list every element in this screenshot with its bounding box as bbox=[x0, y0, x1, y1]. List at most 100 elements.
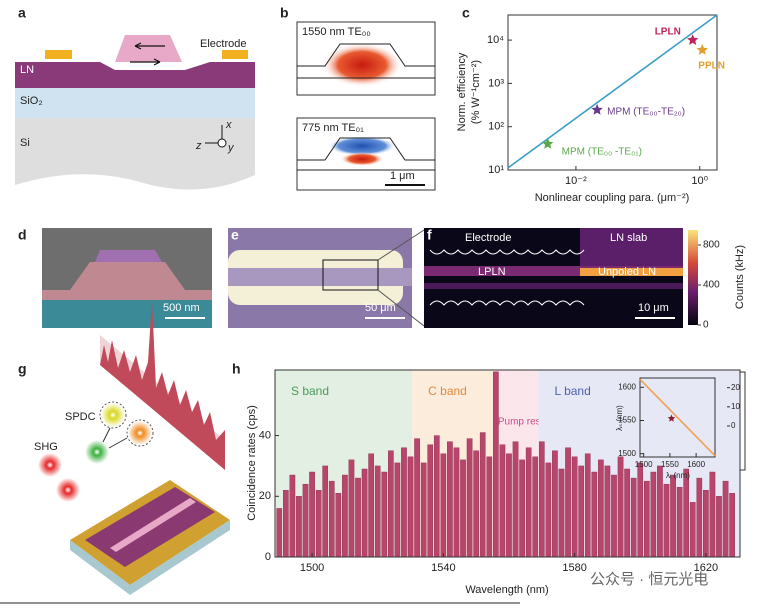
bar bbox=[447, 441, 453, 558]
label: Electrode bbox=[200, 38, 246, 50]
label: Electrode bbox=[465, 232, 511, 244]
spectrum bbox=[100, 300, 225, 470]
y-axis-label: (% W⁻¹cm⁻²) bbox=[470, 60, 482, 124]
bar bbox=[407, 456, 414, 558]
bar bbox=[322, 465, 329, 558]
label: LN slab bbox=[610, 232, 647, 244]
bar bbox=[650, 471, 657, 558]
bar bbox=[401, 447, 407, 558]
point-label: LPLN bbox=[655, 27, 681, 38]
bar bbox=[558, 468, 565, 558]
x-tick-label: 1600 bbox=[687, 460, 705, 469]
watermark: 公众号 · 恒元光电 bbox=[590, 571, 708, 588]
panel-label: g bbox=[18, 361, 27, 377]
sio2-layer bbox=[15, 88, 255, 118]
plot-frame bbox=[507, 14, 718, 171]
x-tick-label: 1500 bbox=[300, 562, 324, 574]
bar bbox=[473, 450, 479, 558]
bar bbox=[283, 490, 289, 558]
x-tick-label: 1540 bbox=[431, 562, 455, 574]
colorbar-label: Counts (kHz) bbox=[734, 245, 746, 309]
bar bbox=[335, 493, 342, 558]
bar bbox=[276, 508, 283, 558]
scan-region bbox=[424, 283, 683, 289]
bar bbox=[348, 459, 355, 558]
waveguide bbox=[297, 43, 435, 79]
bar bbox=[388, 450, 394, 558]
bar bbox=[611, 474, 617, 558]
bar bbox=[538, 441, 545, 558]
bar bbox=[729, 493, 735, 558]
bar bbox=[355, 477, 361, 558]
zoom-lines bbox=[377, 229, 425, 327]
colorbar-tick-label: 20 bbox=[731, 383, 740, 392]
ridge bbox=[115, 35, 182, 62]
bar bbox=[427, 444, 434, 558]
panel-label: b bbox=[280, 5, 289, 21]
bar bbox=[696, 477, 703, 558]
point bbox=[696, 44, 708, 55]
bar bbox=[414, 438, 420, 558]
bar bbox=[722, 480, 729, 558]
bar bbox=[598, 459, 604, 558]
bar bbox=[630, 477, 637, 558]
label: Unpoled LN bbox=[598, 266, 656, 278]
point-label: MPM (TE₀₀ -TE₀₁) bbox=[562, 147, 642, 158]
zoom-box bbox=[322, 259, 379, 291]
bar bbox=[368, 453, 374, 558]
sem-ln bbox=[42, 262, 212, 300]
bar bbox=[466, 438, 473, 558]
label: 1550 nm TE₀₀ bbox=[302, 26, 371, 38]
panel-label: d bbox=[18, 227, 27, 243]
bar bbox=[525, 447, 532, 558]
band-label: L band bbox=[555, 384, 591, 398]
chip-ridge bbox=[110, 498, 196, 552]
fit-line bbox=[507, 14, 718, 169]
y-axis-label: Coincidence rates (cps) bbox=[246, 405, 258, 521]
band-label: C band bbox=[428, 384, 467, 398]
fit-line bbox=[639, 378, 716, 457]
bar bbox=[296, 496, 302, 558]
bar bbox=[394, 462, 401, 558]
bar bbox=[315, 490, 322, 558]
bar bbox=[591, 471, 598, 558]
bar bbox=[440, 453, 447, 558]
photon bbox=[85, 440, 109, 464]
photon-ring bbox=[99, 401, 127, 429]
point bbox=[667, 414, 676, 422]
y-tick-label: 10³ bbox=[488, 77, 504, 89]
poling-outline bbox=[429, 249, 585, 306]
y-tick-label: 20 bbox=[259, 490, 271, 502]
y-tick-label: 10⁴ bbox=[487, 34, 504, 46]
label: 775 nm TE₀₁ bbox=[302, 122, 364, 134]
point bbox=[542, 137, 554, 149]
y-tick-label: 0 bbox=[265, 551, 271, 563]
panel-label: f bbox=[427, 227, 432, 243]
bar bbox=[584, 453, 591, 558]
bar bbox=[479, 432, 486, 558]
panel-label: a bbox=[18, 5, 26, 21]
bar bbox=[676, 486, 683, 558]
mode bbox=[328, 136, 396, 156]
bar bbox=[545, 462, 552, 558]
bar bbox=[361, 468, 368, 558]
scan-region bbox=[424, 266, 683, 276]
colorbar-tick-label: 400 bbox=[703, 280, 720, 291]
scale-label: 10 μm bbox=[638, 302, 669, 314]
bar bbox=[663, 483, 670, 558]
label: LPLN bbox=[478, 266, 506, 278]
bar bbox=[486, 456, 493, 558]
bar bbox=[689, 502, 696, 558]
photon bbox=[101, 403, 125, 427]
bar bbox=[433, 435, 440, 558]
axis-label: y bbox=[227, 142, 235, 154]
colorbar-tick-label: 800 bbox=[703, 240, 720, 251]
y-tick-label: 10² bbox=[488, 121, 504, 133]
bar bbox=[453, 447, 460, 558]
bar bbox=[683, 468, 690, 558]
y-tick-label: 1550 bbox=[618, 416, 636, 425]
scale-label: 500 nm bbox=[163, 302, 200, 314]
colorbar-tick-label: 10 bbox=[731, 402, 740, 411]
y-tick-label: 1600 bbox=[618, 382, 636, 391]
point-label: PPLN bbox=[698, 61, 725, 72]
